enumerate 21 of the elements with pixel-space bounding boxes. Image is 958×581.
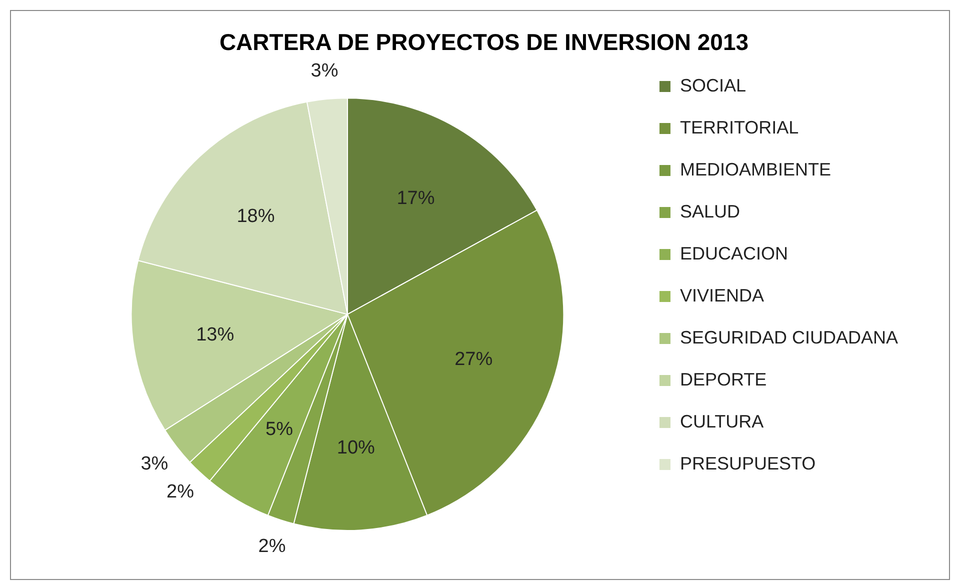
- legend-label: EDUCACION: [680, 243, 788, 264]
- legend-label: TERRITORIAL: [680, 117, 799, 138]
- legend-label: PRESUPUESTO: [680, 453, 816, 474]
- data-label: 2%: [258, 536, 286, 557]
- data-label: 17%: [396, 188, 435, 210]
- legend-label: CULTURA: [680, 411, 764, 432]
- legend-label: MEDIOAMBIENTE: [680, 159, 831, 180]
- data-label: 3%: [140, 453, 168, 474]
- legend-label: SALUD: [680, 201, 740, 222]
- legend-label: SOCIAL: [680, 75, 746, 96]
- legend-label: VIVIENDA: [680, 285, 764, 306]
- data-label: 3%: [310, 60, 338, 82]
- data-label: 13%: [196, 324, 234, 346]
- data-label: 5%: [266, 418, 294, 440]
- data-label: 2%: [166, 482, 194, 503]
- legend-label: DEPORTE: [680, 369, 767, 390]
- legend-label: SEGURIDAD CIUDADANA: [680, 327, 898, 348]
- chart-title: CARTERA DE PROYECTOS DE INVERSION 2013: [219, 29, 749, 56]
- data-label: 18%: [236, 206, 275, 227]
- data-label: 10%: [336, 437, 376, 458]
- data-label: 27%: [454, 348, 493, 370]
